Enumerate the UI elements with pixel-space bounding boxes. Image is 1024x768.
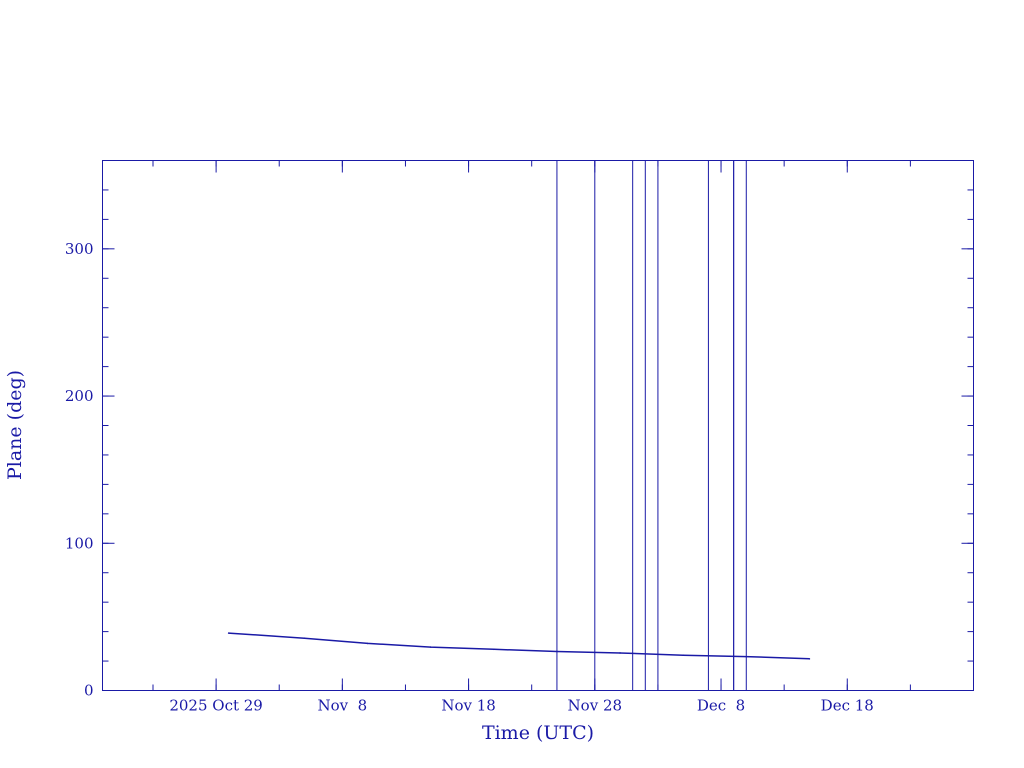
x-tick-label: Dec 8 bbox=[697, 697, 745, 715]
series-group bbox=[227, 632, 811, 660]
x-axis-title: Time (UTC) bbox=[482, 722, 594, 744]
data-point bbox=[745, 655, 748, 658]
data-point bbox=[303, 637, 306, 640]
series-line bbox=[228, 632, 810, 660]
y-axis-title: Plane (deg) bbox=[4, 370, 26, 480]
plot-frame bbox=[102, 160, 974, 691]
x-tick-label: Nov 28 bbox=[568, 697, 623, 715]
data-point bbox=[429, 646, 432, 648]
data-point bbox=[619, 652, 621, 654]
x-tick-label: 2025 Oct 29 bbox=[169, 697, 263, 715]
y-tick-label: 300 bbox=[65, 240, 94, 258]
data-point bbox=[556, 650, 558, 653]
major-ticks bbox=[102, 160, 974, 691]
data-point bbox=[227, 632, 230, 634]
y-tick-label: 100 bbox=[65, 534, 94, 552]
data-point bbox=[682, 654, 684, 656]
data-point bbox=[366, 642, 369, 645]
data-point bbox=[493, 648, 495, 651]
vertical-event-lines bbox=[556, 160, 747, 691]
y-tick-labels: 0 100 200 300 bbox=[65, 240, 94, 700]
x-tick-label: Dec 18 bbox=[821, 697, 874, 715]
x-tick-label: Nov 8 bbox=[317, 697, 367, 715]
x-tick-label: Nov 18 bbox=[441, 697, 496, 715]
y-tick-label: 0 bbox=[84, 682, 94, 700]
minor-ticks bbox=[102, 160, 974, 691]
y-tick-label: 200 bbox=[65, 387, 94, 405]
x-tick-labels: 2025 Oct 29 Nov 8 Nov 18 Nov 28 Dec 8 Dec 18 bbox=[169, 697, 874, 715]
data-point bbox=[808, 658, 811, 660]
